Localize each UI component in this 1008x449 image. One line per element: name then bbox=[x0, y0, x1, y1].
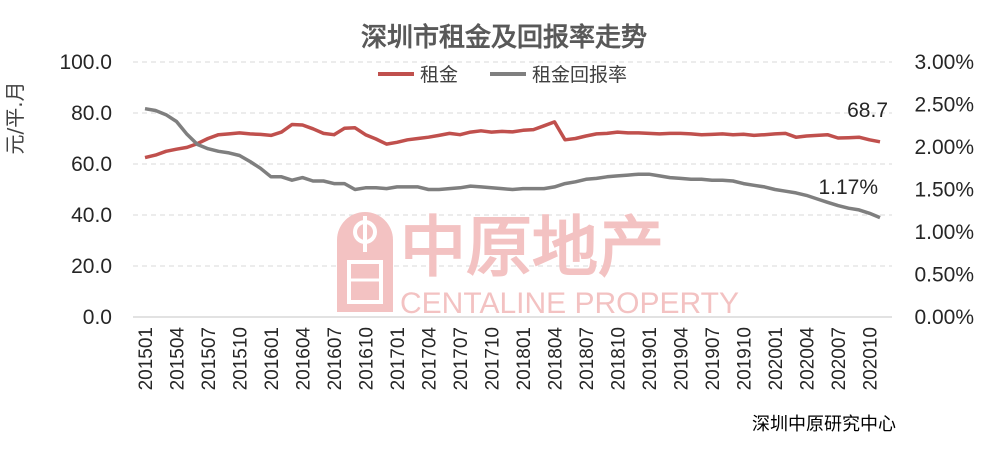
x-axis-ticks: 201501 201504 201507 201510 201601 201604 2016… bbox=[136, 327, 882, 391]
legend-label-yield: 租金回报率 bbox=[532, 64, 627, 86]
x-tick-label: 201901 bbox=[640, 327, 661, 390]
annotation-rent-last: 68.7 bbox=[847, 99, 888, 122]
left-tick-label: 80.0 bbox=[71, 102, 112, 125]
right-tick-label: 2.50% bbox=[914, 94, 974, 117]
x-tick-label: 201904 bbox=[672, 327, 693, 391]
x-tick-label: 201707 bbox=[451, 327, 472, 390]
x-tick-label: 201907 bbox=[703, 327, 724, 390]
x-tick-label: 202007 bbox=[829, 327, 850, 390]
x-tick-label: 202001 bbox=[766, 327, 787, 390]
left-tick-label: 40.0 bbox=[71, 204, 112, 227]
x-tick-label: 201507 bbox=[199, 327, 220, 390]
left-axis-ticks: 0.0 20.0 40.0 60.0 80.0 100.0 bbox=[59, 51, 112, 329]
x-tick-label: 201604 bbox=[294, 327, 315, 391]
left-tick-label: 60.0 bbox=[71, 153, 112, 176]
x-tick-label: 201807 bbox=[577, 327, 598, 390]
x-tick-label: 201601 bbox=[262, 327, 283, 390]
x-tick-label: 201501 bbox=[136, 327, 157, 390]
x-tick-label: 201610 bbox=[357, 327, 378, 390]
right-tick-label: 3.00% bbox=[914, 51, 974, 74]
source-note: 深圳中原研究中心 bbox=[752, 414, 896, 435]
gridlines bbox=[133, 61, 892, 318]
x-tick-label: 201801 bbox=[514, 327, 535, 390]
x-tick-label: 201910 bbox=[735, 327, 756, 390]
seal-logo bbox=[337, 212, 393, 312]
right-tick-label: 0.50% bbox=[914, 264, 974, 287]
x-tick-label: 202010 bbox=[861, 327, 882, 390]
left-tick-label: 0.0 bbox=[83, 306, 112, 329]
watermark-brand-cn: 中原地产 bbox=[400, 209, 664, 286]
x-tick-label: 201701 bbox=[388, 327, 409, 390]
left-tick-label: 20.0 bbox=[71, 255, 112, 278]
left-tick-label: 100.0 bbox=[59, 51, 112, 74]
legend-label-rent: 租金 bbox=[420, 64, 458, 86]
series-line-yield bbox=[144, 106, 881, 220]
x-tick-label: 201607 bbox=[325, 327, 346, 390]
x-tick-label: 201504 bbox=[168, 327, 189, 391]
x-tick-label: 201710 bbox=[483, 327, 504, 390]
right-tick-label: 1.00% bbox=[914, 221, 974, 244]
chart-title: 深圳市租金及回报率走势 bbox=[361, 22, 647, 53]
annotation-yield-last: 1.17% bbox=[818, 176, 878, 199]
y-axis-label: 元/平.月 bbox=[3, 81, 27, 154]
right-tick-label: 1.50% bbox=[914, 179, 974, 202]
x-tick-label: 201510 bbox=[231, 327, 252, 390]
x-tick-label: 201810 bbox=[609, 327, 630, 390]
x-tick-label: 202004 bbox=[798, 327, 819, 391]
legend: 租金 租金回报率 bbox=[378, 64, 627, 86]
right-axis-ticks: 0.00% 0.50% 1.00% 1.50% 2.00% 2.50% 3.00% bbox=[914, 51, 974, 329]
right-tick-label: 2.00% bbox=[914, 136, 974, 159]
right-tick-label: 0.00% bbox=[914, 306, 974, 329]
x-tick-label: 201804 bbox=[546, 327, 567, 391]
series-line-rent bbox=[144, 120, 881, 160]
x-tick-label: 201704 bbox=[420, 327, 441, 391]
watermark-brand-en: CENTALINE PROPERTY bbox=[400, 287, 739, 320]
centaline-watermark: 中原地产 CENTALINE PROPERTY bbox=[337, 209, 739, 320]
